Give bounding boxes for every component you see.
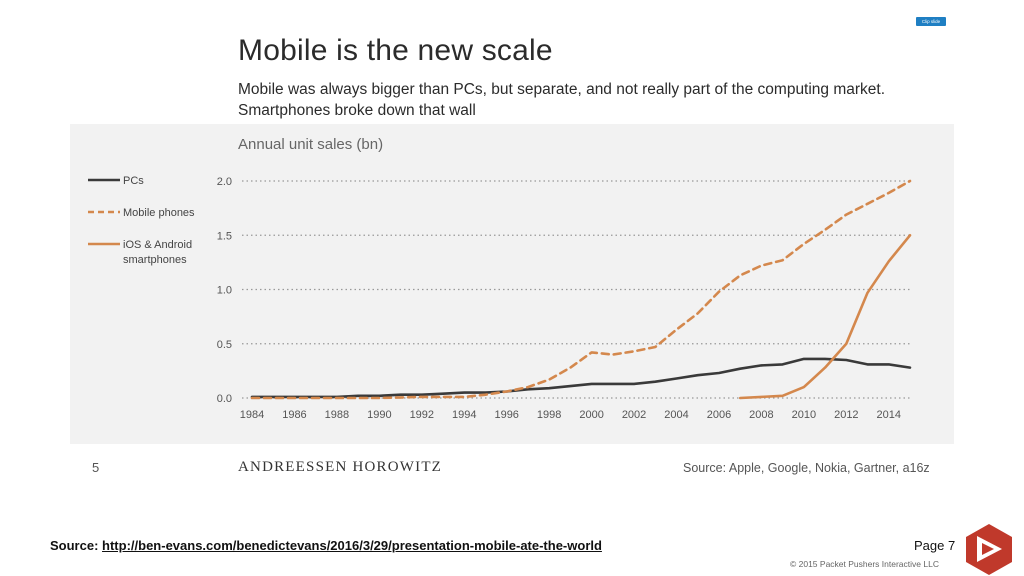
copyright: © 2015 Packet Pushers Interactive LLC: [790, 559, 939, 569]
slide-title: Mobile is the new scale: [238, 34, 553, 67]
x-tick-label: 2010: [792, 409, 816, 421]
page-indicator: Page 7: [914, 538, 955, 553]
page-label: Page: [914, 538, 945, 553]
footer-source-label: Source:: [50, 538, 99, 553]
x-tick-label: 2012: [834, 409, 858, 421]
x-tick-labels: 1984 1986 1988 1990 1992 1994 1996 1998 2000 2002…: [240, 409, 901, 421]
x-tick-label: 2004: [664, 409, 688, 421]
y-tick-label: 2.0: [217, 176, 232, 188]
footer-source: Source: http://ben-evans.com/benedicteva…: [50, 538, 602, 553]
clip-slide-button[interactable]: Clip slide: [916, 17, 946, 26]
x-tick-label: 2002: [622, 409, 646, 421]
x-tick-label: 1994: [452, 409, 476, 421]
legend-item-smartphones-label: smartphones: [123, 254, 187, 266]
packet-pushers-logo-icon: [966, 524, 1012, 575]
x-tick-label: 1986: [282, 409, 306, 421]
x-tick-label: 1996: [494, 409, 518, 421]
x-tick-label: 2008: [749, 409, 773, 421]
mobile-phones-series-line: [250, 179, 912, 400]
legend-item-smartphones-label: iOS & Android: [123, 239, 192, 251]
smartphones-series-line: [738, 234, 912, 400]
x-tick-label: 2006: [707, 409, 731, 421]
slide-subtitle: Mobile was always bigger than PCs, but s…: [238, 81, 886, 119]
y-tick-label: 0.5: [217, 339, 232, 351]
y-tick-label: 1.5: [217, 230, 232, 242]
series-lines: [250, 179, 912, 400]
x-tick-label: 2000: [579, 409, 603, 421]
chart-panel: Annual unit sales (bn) 0.0 0.5 1.0 1.5 2.0 1…: [70, 124, 954, 444]
legend-item-mobile-phones-label: Mobile phones: [123, 207, 195, 219]
x-tick-label: 1998: [537, 409, 561, 421]
legend: PCs Mobile phones iOS & Android smartphones: [88, 175, 195, 266]
x-tick-label: 1990: [367, 409, 391, 421]
slide-number: 5: [92, 460, 100, 475]
chart-source: Source: Apple, Google, Nokia, Gartner, a…: [683, 461, 930, 475]
x-tick-label: 1988: [325, 409, 349, 421]
x-tick-label: 1984: [240, 409, 264, 421]
page-number: 7: [948, 538, 956, 553]
grid-lines: [242, 180, 910, 399]
y-tick-labels: 0.0 0.5 1.0 1.5 2.0: [217, 176, 232, 405]
brand-wordmark: ANDREESSEN HOROWITZ: [238, 459, 443, 475]
x-tick-label: 2014: [877, 409, 901, 421]
chart-title: Annual unit sales (bn): [238, 136, 383, 153]
legend-item-pcs-label: PCs: [123, 175, 144, 187]
line-chart: Annual unit sales (bn) 0.0 0.5 1.0 1.5 2.0 1…: [88, 136, 912, 421]
y-tick-label: 1.0: [217, 285, 232, 297]
source-link[interactable]: http://ben-evans.com/benedictevans/2016/…: [102, 538, 602, 553]
pcs-series-line: [250, 357, 912, 399]
x-tick-label: 1992: [410, 409, 434, 421]
y-tick-label: 0.0: [217, 393, 232, 405]
